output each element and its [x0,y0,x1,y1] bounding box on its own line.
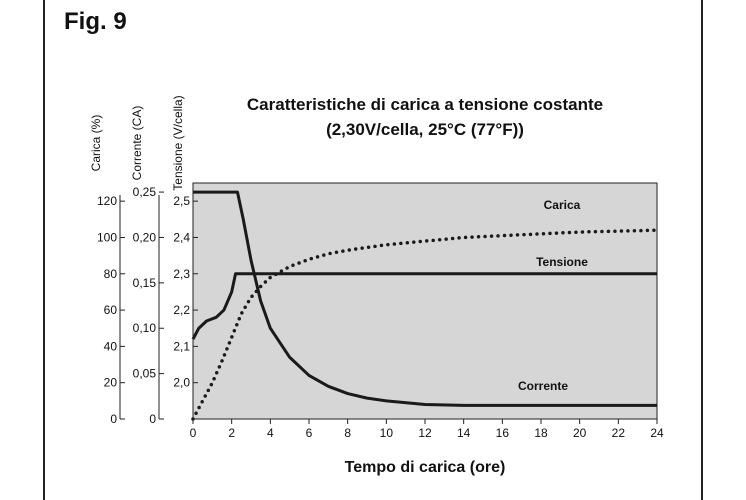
x-tick-label: 4 [267,426,274,440]
y-tick-label: 0,15 [133,276,157,290]
annotation-corrente: Corrente [518,379,568,393]
y-axis-label: Carica (%) [89,115,103,172]
x-tick-label: 18 [534,426,548,440]
y-tick-label: 0,05 [133,367,157,381]
x-tick-label: 8 [344,426,351,440]
y-tick-label: 2,2 [173,303,190,317]
y-tick-label: 0,25 [133,185,157,199]
x-tick-label: 2 [228,426,235,440]
x-tick-label: 12 [418,426,432,440]
x-tick-label: 16 [496,426,510,440]
y-tick-label: 0,10 [133,321,157,335]
y-tick-label: 0 [110,412,117,426]
y-tick-label: 40 [104,339,118,353]
y-tick-label: 20 [104,376,118,390]
figure-label: Fig. 9 [64,8,127,35]
y-tick-label: 60 [104,303,118,317]
page-border-left [43,0,45,500]
series-line-tensione [191,272,657,340]
x-tick-label: 24 [650,426,664,440]
x-axis-label: Tempo di carica (ore) [345,459,506,476]
page-border-right [701,0,703,500]
x-tick-label: 6 [306,426,313,440]
x-tick-label: 10 [380,426,394,440]
y-tick-label: 120 [97,194,117,208]
y-tick-label: 0,20 [133,230,157,244]
y-axis-label: Corrente (CA) [130,106,144,181]
y-tick-label: 2,0 [173,376,190,390]
x-tick-label: 22 [612,426,626,440]
y-tick-label: 100 [97,230,117,244]
y-tick-label: 80 [104,267,118,281]
y-tick-label: 2,5 [173,194,190,208]
y-axis-label: Tensione (V/cella) [171,95,185,190]
annotation-carica: Carica [544,198,581,212]
x-tick-label: 20 [573,426,587,440]
x-tick-label: 14 [457,426,471,440]
annotation-tensione: Tensione [536,255,588,269]
x-tick-label: 0 [190,426,197,440]
chart-title: Caratteristiche di carica a tensione cos… [247,95,603,114]
y-tick-label: 2,3 [173,267,190,281]
plot-area [192,182,658,420]
y-tick-label: 0 [149,412,156,426]
chart-subtitle: (2,30V/cella, 25°C (77°F)) [326,120,524,139]
y-tick-label: 2,4 [173,230,190,244]
y-tick-label: 2,1 [173,339,190,353]
series-line-corrente [193,190,657,407]
